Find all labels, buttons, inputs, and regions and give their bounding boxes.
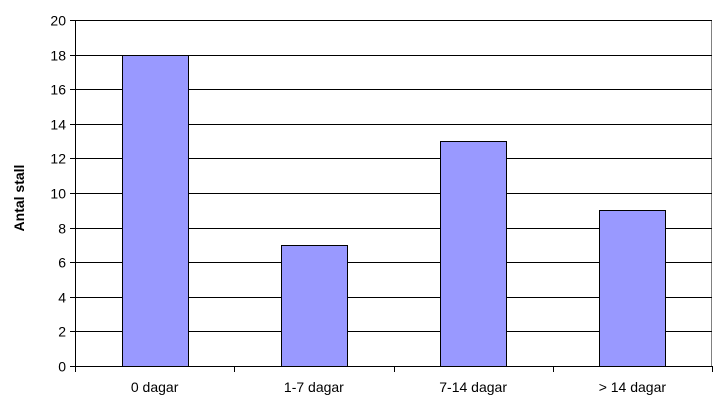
y-axis-title: Antal stall — [11, 165, 27, 232]
y-tick-label: 4 — [58, 290, 66, 306]
x-category-label: 0 dagar — [131, 379, 179, 395]
x-category-label: 7-14 dagar — [439, 379, 507, 395]
bars — [122, 55, 666, 367]
x-category-label: > 14 dagar — [599, 379, 667, 395]
bar-14-dagar — [599, 210, 666, 367]
y-tick-label: 10 — [50, 186, 66, 202]
y-tick-label: 14 — [50, 117, 66, 133]
y-tick-label: 18 — [50, 48, 66, 64]
y-tick-label: 16 — [50, 82, 66, 98]
y-tick-label: 8 — [58, 221, 66, 237]
axes — [70, 20, 713, 372]
y-tick-label: 6 — [58, 255, 66, 271]
y-tick-labels: 0 2 4 6 8 10 12 14 16 18 20 — [50, 13, 66, 375]
y-tick-label: 20 — [50, 13, 66, 29]
bar-0-dagar — [122, 55, 189, 367]
y-tick-label: 12 — [50, 151, 66, 167]
bar-7-14-dagar — [440, 141, 507, 367]
y-tick-label: 0 — [58, 359, 66, 375]
x-category-label: 1-7 dagar — [284, 379, 344, 395]
bar-1-7-dagar — [281, 245, 348, 367]
x-category-labels: 0 dagar 1-7 dagar 7-14 dagar > 14 dagar — [131, 379, 666, 395]
y-tick-label: 2 — [58, 324, 66, 340]
